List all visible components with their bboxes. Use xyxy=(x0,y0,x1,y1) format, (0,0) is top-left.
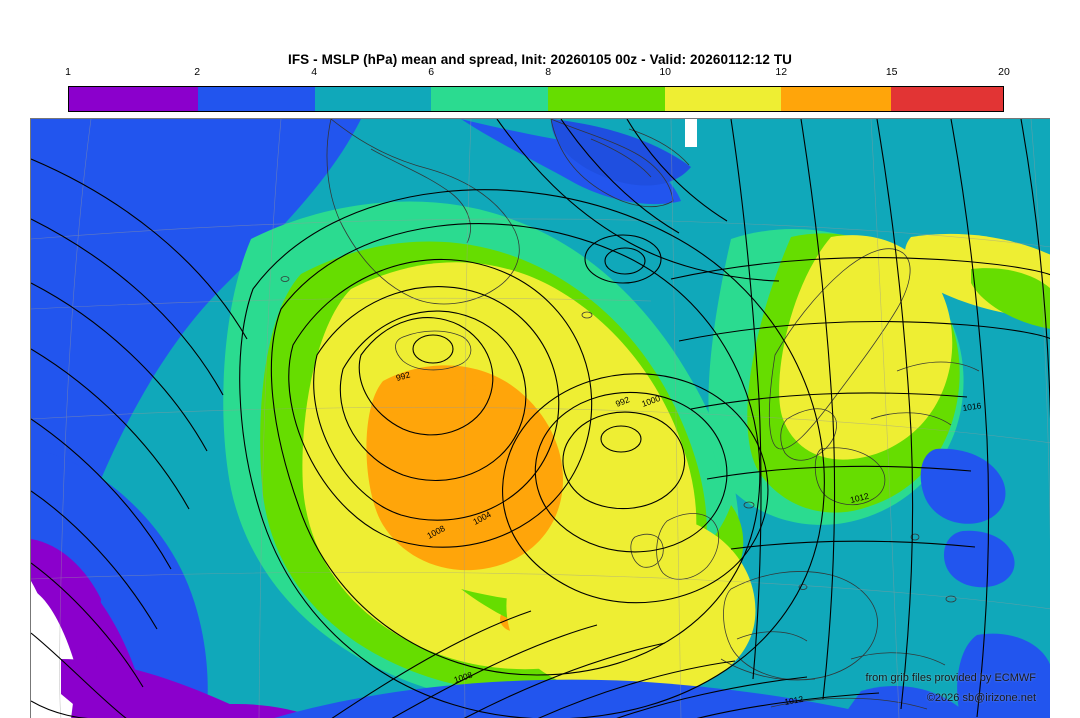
contour-label: 1016 xyxy=(962,400,982,413)
map-canvas[interactable]: 992 1000 1004 1008 1008 1016 1012 1012 9… xyxy=(30,118,1050,718)
attribution-copyright: ©2026 sb@irizone.net xyxy=(926,692,1036,704)
colorbar-segment-1-2 xyxy=(69,87,198,111)
page-title: IFS - MSLP (hPa) mean and spread, Init: … xyxy=(287,52,793,67)
colorbar-tick: 15 xyxy=(885,66,898,78)
attribution-source: from grib files provided by ECMWF xyxy=(865,672,1036,684)
colorbar-tick: 20 xyxy=(998,66,1010,78)
colorbar-segment-12-15 xyxy=(780,87,891,111)
colorbar-segment-6-8 xyxy=(431,87,549,111)
colorbar-tick: 10 xyxy=(659,66,671,78)
colorbar-segment-10-12 xyxy=(664,87,781,111)
colorbar-tick: 6 xyxy=(428,66,435,78)
colorbar-segment-8-10 xyxy=(548,87,665,111)
colorbar-tick: 1 xyxy=(65,66,71,78)
colorbar-tick: 2 xyxy=(194,66,201,78)
colorbar-segment-4-6 xyxy=(314,87,432,111)
colorbar-tick: 8 xyxy=(545,66,552,78)
colorbar-tick-labels: 1 2 4 6 8 10 12 15 20 xyxy=(65,66,1010,82)
colorbar-tick: 12 xyxy=(775,66,788,78)
colorbar-tick: 4 xyxy=(311,66,318,78)
contour-label: 992 xyxy=(395,369,412,383)
colorbar-segment-2-4 xyxy=(197,87,315,111)
contour-label: 1012 xyxy=(849,491,870,505)
colorbar-segment-15-20 xyxy=(890,87,1003,111)
contour-label: 1012 xyxy=(784,694,805,707)
colorbar xyxy=(68,86,1004,112)
